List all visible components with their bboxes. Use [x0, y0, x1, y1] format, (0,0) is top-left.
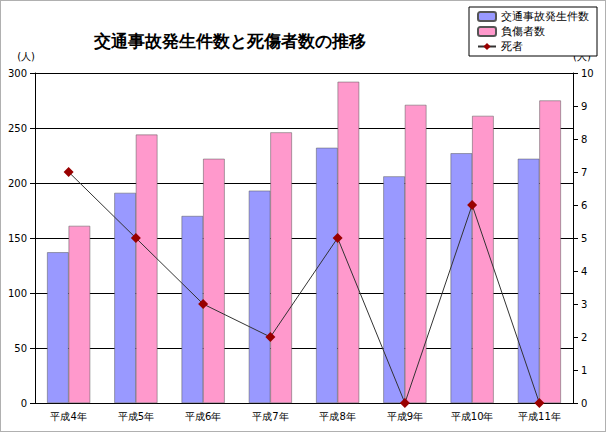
svg-text:5: 5: [581, 233, 587, 244]
svg-text:300: 300: [8, 68, 27, 79]
svg-text:交通事故発生件数と死傷者数の推移: 交通事故発生件数と死傷者数の推移: [93, 31, 366, 51]
svg-text:150: 150: [8, 233, 27, 244]
svg-text:200: 200: [8, 178, 27, 189]
svg-text:平成7年: 平成7年: [252, 411, 288, 422]
svg-text:0: 0: [21, 398, 27, 409]
svg-text:8: 8: [581, 134, 587, 145]
svg-text:負傷者数: 負傷者数: [501, 25, 545, 38]
svg-text:4: 4: [581, 266, 587, 277]
svg-text:3: 3: [581, 299, 587, 310]
svg-text:平成8年: 平成8年: [319, 411, 355, 422]
svg-text:交通事故発生件数: 交通事故発生件数: [501, 10, 589, 23]
svg-text:平成5年: 平成5年: [118, 411, 154, 422]
svg-text:7: 7: [581, 167, 587, 178]
svg-text:平成11年: 平成11年: [518, 411, 561, 422]
svg-text:2: 2: [581, 332, 587, 343]
svg-text:平成4年: 平成4年: [50, 411, 86, 422]
svg-text:1: 1: [581, 365, 587, 376]
svg-text:10: 10: [581, 68, 594, 79]
svg-text:死者: 死者: [501, 40, 523, 53]
svg-text:平成10年: 平成10年: [451, 411, 494, 422]
svg-text:6: 6: [581, 200, 587, 211]
svg-text:平成6年: 平成6年: [185, 411, 221, 422]
svg-text:250: 250: [8, 123, 27, 134]
svg-text:50: 50: [14, 343, 27, 354]
svg-text:平成9年: 平成9年: [387, 411, 423, 422]
svg-text:0: 0: [581, 398, 587, 409]
svg-text:(人): (人): [17, 51, 35, 62]
svg-text:9: 9: [581, 101, 587, 112]
svg-text:100: 100: [8, 288, 27, 299]
